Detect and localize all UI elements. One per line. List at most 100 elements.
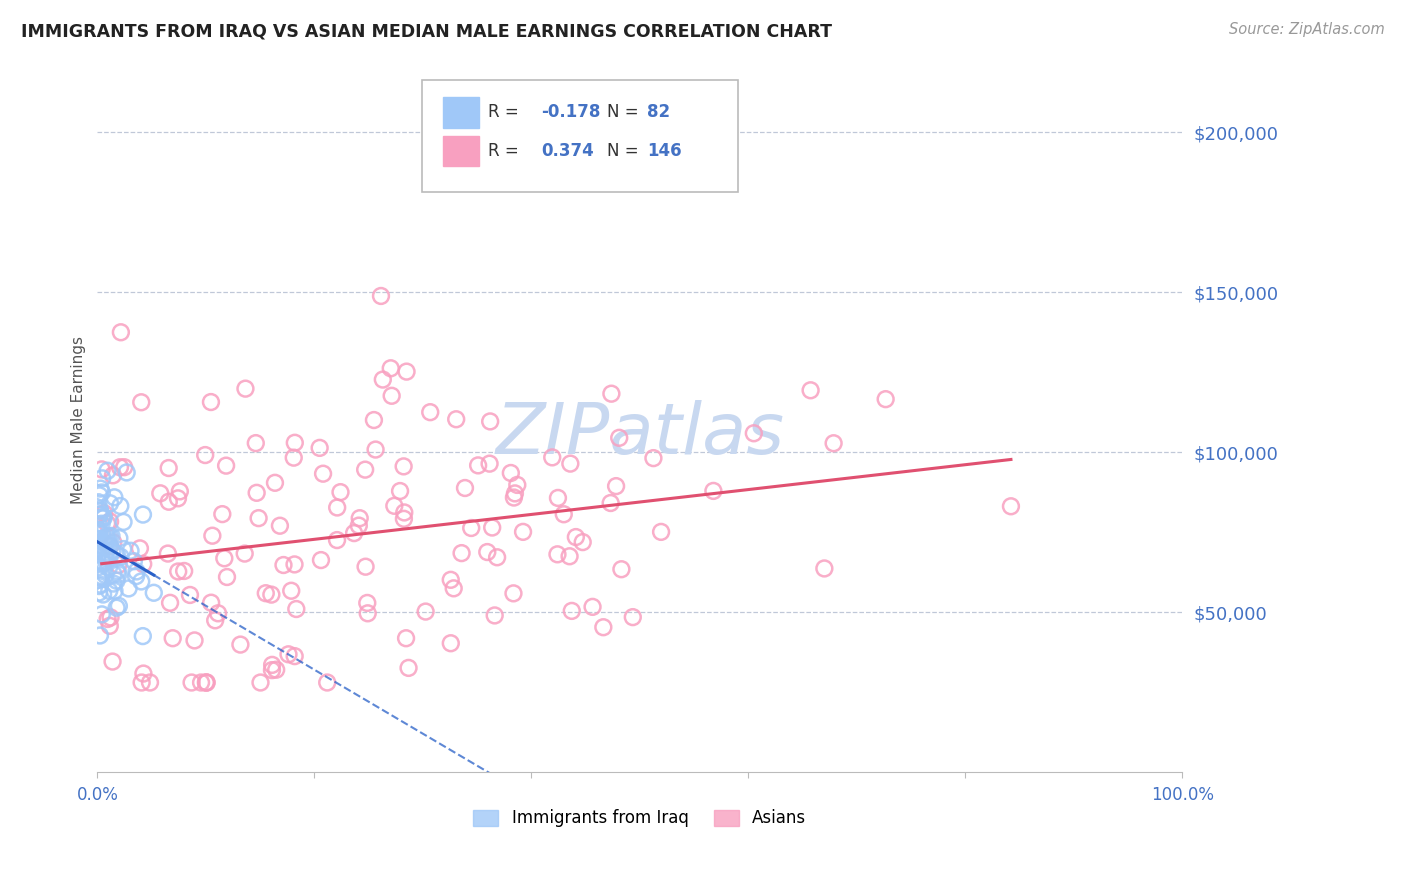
Point — [283, 450, 305, 465]
Text: N =: N = — [607, 142, 638, 160]
Point — [89, 508, 111, 522]
Text: R =: R = — [488, 103, 524, 121]
Point — [94, 568, 117, 582]
Point — [349, 511, 371, 525]
Point — [89, 482, 111, 496]
Point — [112, 542, 135, 557]
Point — [98, 549, 121, 564]
Point — [316, 675, 339, 690]
Point — [94, 548, 117, 562]
Point — [91, 471, 114, 485]
Point — [415, 605, 437, 619]
Point — [103, 535, 125, 549]
Point — [87, 537, 110, 551]
Text: 0.374: 0.374 — [541, 142, 595, 160]
Point — [370, 289, 392, 303]
Point — [108, 531, 131, 545]
Point — [87, 517, 110, 532]
Point — [91, 509, 114, 524]
Point — [131, 675, 153, 690]
Point — [100, 529, 122, 543]
Point — [96, 464, 118, 478]
Point — [364, 442, 387, 457]
Point — [89, 504, 111, 518]
Point — [108, 599, 131, 613]
Point — [215, 458, 238, 473]
Point — [105, 547, 128, 561]
Point — [486, 550, 509, 565]
Point — [467, 458, 489, 473]
Point — [96, 551, 118, 566]
Point — [103, 566, 125, 581]
Point — [89, 488, 111, 502]
Point — [503, 491, 526, 505]
Point — [398, 661, 420, 675]
Point — [98, 496, 121, 510]
Point — [444, 412, 467, 426]
Text: N =: N = — [607, 103, 638, 121]
Point — [541, 450, 564, 465]
Point — [87, 547, 110, 561]
Point — [875, 392, 897, 406]
Point — [285, 602, 308, 616]
Point — [90, 462, 112, 476]
Point — [91, 557, 114, 571]
Point — [214, 551, 236, 566]
Point — [167, 565, 190, 579]
Point — [560, 457, 582, 471]
Point — [90, 607, 112, 622]
Point — [440, 636, 463, 650]
Point — [87, 560, 110, 574]
Point — [91, 534, 114, 549]
Point — [200, 395, 222, 409]
Point — [561, 604, 583, 618]
Point — [264, 663, 287, 677]
Point — [98, 560, 121, 574]
Point — [610, 562, 633, 576]
Point — [254, 586, 277, 600]
Point — [91, 511, 114, 525]
Point — [93, 555, 115, 569]
Point — [87, 585, 110, 599]
Point — [91, 587, 114, 601]
Point — [162, 631, 184, 645]
Point — [117, 582, 139, 596]
Text: R =: R = — [488, 142, 524, 160]
Point — [260, 588, 283, 602]
Point — [142, 586, 165, 600]
Point — [100, 610, 122, 624]
Point — [354, 559, 377, 574]
Point — [125, 569, 148, 583]
Point — [605, 479, 627, 493]
Point — [98, 539, 121, 553]
Point — [107, 558, 129, 572]
Point — [129, 395, 152, 409]
Point — [245, 436, 267, 450]
Point — [309, 553, 332, 567]
Point — [120, 543, 142, 558]
Point — [108, 460, 131, 475]
Point — [105, 600, 128, 615]
Point — [477, 545, 499, 559]
Point — [381, 389, 404, 403]
Point — [264, 475, 287, 490]
Point — [326, 533, 349, 547]
Point — [132, 557, 155, 571]
Point — [96, 529, 118, 543]
Point — [173, 564, 195, 578]
Point — [169, 484, 191, 499]
Point — [284, 435, 307, 450]
Point — [190, 675, 212, 690]
Point — [105, 574, 128, 588]
Point — [621, 610, 644, 624]
Point — [742, 426, 765, 441]
Point — [592, 620, 614, 634]
Point — [90, 485, 112, 500]
Point — [356, 596, 378, 610]
Y-axis label: Median Male Earnings: Median Male Earnings — [72, 336, 86, 504]
Point — [89, 539, 111, 553]
Point — [139, 675, 162, 690]
Point — [132, 629, 155, 643]
Point — [90, 542, 112, 557]
Point — [454, 481, 477, 495]
